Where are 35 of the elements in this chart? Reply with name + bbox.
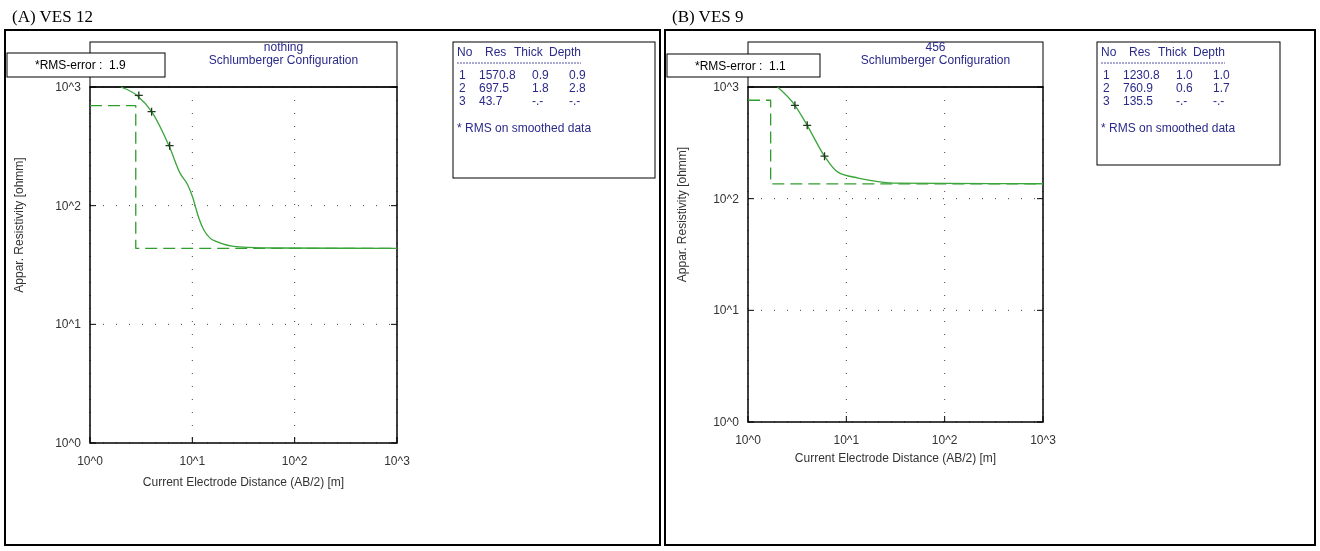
x-tick-label: 10^2 bbox=[931, 433, 958, 447]
x-tick-label: 10^2 bbox=[281, 454, 308, 468]
y-tick-label: 10^0 bbox=[713, 415, 740, 429]
text: * RMS on smoothed data bbox=[457, 121, 592, 135]
text: No Res Thick Depth bbox=[1101, 45, 1226, 59]
text: 2 760.9 0.6 1.7 bbox=[1103, 81, 1230, 95]
y-tick-label: 10^2 bbox=[713, 191, 740, 206]
x-tick-label: 10^0 bbox=[77, 454, 104, 468]
text: 3 135.5 -.- -.- bbox=[1103, 94, 1225, 108]
y-tick-label: 10^2 bbox=[55, 198, 82, 213]
chart-subtitle: nothing Schlumberger Configuration bbox=[208, 40, 359, 67]
x-tick-label: 10^1 bbox=[833, 433, 860, 447]
chart-title: (B) VES 9 bbox=[672, 7, 744, 26]
y-tick-label: 10^1 bbox=[55, 317, 82, 332]
y-tick-label: 10^1 bbox=[713, 303, 740, 318]
x-axis-title: Current Electrode Distance (AB/2) [m] bbox=[794, 451, 997, 465]
x-tick-label: 10^3 bbox=[384, 454, 411, 468]
y-tick-label: 10^3 bbox=[55, 80, 82, 94]
x-tick-label: 10^3 bbox=[1030, 433, 1057, 447]
text: * RMS on smoothed data bbox=[1101, 121, 1236, 135]
text: 1 1230.8 1.0 1.0 bbox=[1103, 68, 1230, 82]
y-axis-title: Appar. Resistivity [ohmm] bbox=[675, 146, 689, 283]
text: *RMS-error : 1.9 bbox=[35, 58, 127, 72]
text: 3 43.7 -.- -.- bbox=[459, 94, 581, 108]
x-tick-label: 10^1 bbox=[179, 454, 206, 468]
text: 2 697.5 1.8 2.8 bbox=[459, 81, 586, 95]
text: *RMS-error : 1.1 bbox=[695, 59, 787, 73]
x-tick-label: 10^0 bbox=[735, 433, 762, 447]
chart-title: (A) VES 12 bbox=[12, 7, 93, 26]
x-axis-title: Current Electrode Distance (AB/2) [m] bbox=[142, 475, 345, 489]
text: 1 1570.8 0.9 0.9 bbox=[459, 68, 586, 82]
text: No Res Thick Depth bbox=[457, 45, 582, 59]
y-tick-label: 10^3 bbox=[713, 80, 740, 94]
chart-subtitle: 456 Schlumberger Configuration bbox=[860, 40, 1011, 67]
y-axis-title: Appar. Resistivity [ohmm] bbox=[12, 157, 26, 293]
